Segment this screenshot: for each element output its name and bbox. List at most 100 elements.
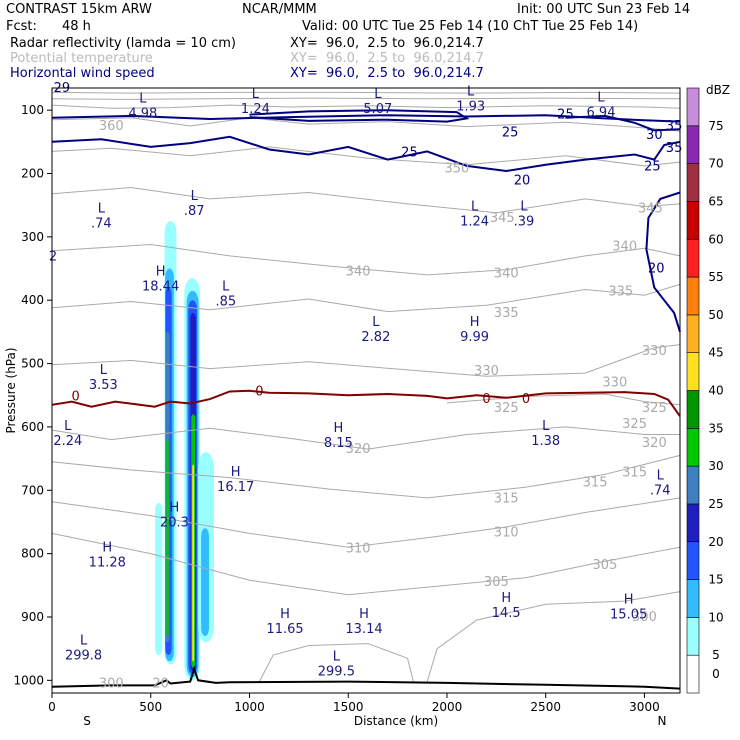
- extremum-marker: L.39: [514, 200, 535, 230]
- extremum-marker: L2.24: [53, 419, 82, 449]
- extremum-kind: L: [542, 419, 550, 434]
- theta-label: 310: [494, 526, 519, 541]
- extremum-marker: H20.3: [160, 501, 189, 531]
- wind-label: 20: [514, 173, 531, 188]
- theta-contour: [51, 426, 680, 450]
- extremum-kind: H: [170, 501, 180, 516]
- wind-label: 20: [648, 262, 665, 277]
- y-tick-label: 800: [21, 547, 44, 561]
- colorbar-tick-label: 40: [708, 384, 723, 398]
- extremum-value: 14.5: [492, 606, 521, 621]
- theta-label: 320: [642, 436, 667, 451]
- extremum-value: 299.5: [318, 664, 355, 679]
- y-tick-label: 600: [21, 420, 44, 434]
- theta-contour: [51, 104, 681, 109]
- extremum-kind: L: [657, 468, 665, 483]
- colorbar-swatch: [686, 352, 700, 391]
- extremum-value: 11.65: [266, 622, 303, 637]
- ground-line: [51, 665, 681, 690]
- extremum-marker: H9.99: [460, 315, 489, 345]
- extremum-marker: H14.5: [492, 591, 521, 621]
- extremum-marker: H16.17: [217, 465, 254, 495]
- y-tick-label: 400: [21, 293, 44, 307]
- extremum-kind: L: [372, 315, 380, 330]
- field1-xy: XY= 96.0, 2.5 to 96.0,214.7: [290, 36, 484, 51]
- extremum-marker: H13.14: [345, 607, 382, 637]
- colorbar-swatch: [686, 428, 700, 467]
- colorbar-tick-label: 15: [708, 573, 723, 587]
- theta-contour: [51, 454, 681, 499]
- theta-label: 315: [494, 492, 519, 507]
- extremum-value: 6.94: [587, 106, 616, 121]
- extremum-marker: L1.24: [460, 200, 489, 230]
- extremum-value: 13.14: [345, 622, 382, 637]
- extremum-kind: L: [222, 280, 230, 295]
- extremum-value: 299.8: [65, 649, 102, 664]
- extremum-kind: L: [333, 649, 341, 664]
- extremum-value: 1.93: [456, 99, 485, 114]
- y-tick-label: 700: [21, 483, 44, 497]
- theta-label: 330: [602, 376, 627, 391]
- extremum-kind: H: [280, 607, 290, 622]
- reflectivity-cell: [166, 439, 169, 636]
- colorbar-swatch: [686, 503, 700, 543]
- wind-label: 25: [557, 108, 574, 123]
- extremum-marker: L1.24: [241, 87, 270, 117]
- y-tick-label: 500: [21, 357, 44, 371]
- colorbar-tick-label: 50: [708, 308, 723, 322]
- extremum-value: 1.24: [460, 215, 489, 230]
- colorbar-swatch: [686, 238, 700, 278]
- theta-contour: [258, 643, 414, 682]
- freezing-line-layer: [51, 389, 681, 417]
- x-end-label: N: [658, 714, 667, 728]
- extremum-kind: L: [191, 189, 199, 204]
- extremum-value: 9.99: [460, 330, 489, 345]
- wind-contour: [565, 114, 681, 132]
- y-tick-label: 300: [21, 230, 44, 244]
- colorbar-swatch: [686, 201, 700, 240]
- theta-contour: [51, 532, 681, 596]
- theta-contour: [51, 283, 681, 313]
- colorbar-tick-label: 20: [708, 535, 723, 549]
- wind-contour: [51, 114, 681, 123]
- wind-contours: [51, 109, 681, 333]
- reflectivity-cell: [192, 464, 195, 662]
- extremum-marker: H18.44: [142, 264, 179, 294]
- theta-label: 325: [622, 417, 647, 432]
- extremum-kind: H: [359, 607, 369, 622]
- theta-label: 345: [638, 201, 663, 216]
- colorbar-tick-label: 55: [708, 270, 723, 284]
- colorbar-tick-label: 35: [708, 421, 723, 435]
- colorbar-unit: dBZ: [706, 83, 730, 97]
- x-tick-label: 0: [48, 700, 56, 714]
- theta-label: 325: [642, 401, 667, 416]
- theta-contour: [51, 146, 681, 167]
- colorbar-tick-label: 30: [708, 459, 723, 473]
- reflectivity-layer: [155, 221, 214, 681]
- extremum-value: 2.82: [361, 330, 390, 345]
- colorbar-tick-label: 10: [708, 610, 723, 624]
- freezing-label: 0: [72, 390, 80, 405]
- theta-label: 330: [642, 344, 667, 359]
- extremum-value: .85: [215, 295, 236, 310]
- extremum-marker: H11.28: [89, 541, 126, 571]
- colorbar-tick-label: 0: [712, 667, 720, 681]
- extremum-kind: L: [471, 200, 479, 215]
- theta-label: 335: [608, 284, 633, 299]
- ground-layer: [51, 665, 681, 690]
- extremum-kind: L: [64, 419, 72, 434]
- extremum-marker: L1.93: [456, 84, 485, 114]
- extremum-kind: H: [231, 465, 241, 480]
- extremum-marker: L.87: [184, 189, 205, 219]
- theta-label: 340: [346, 265, 371, 280]
- extremum-kind: H: [156, 264, 166, 279]
- extremum-value: 3.53: [89, 378, 118, 393]
- theta-label: 345: [490, 211, 515, 226]
- theta-label: 350: [444, 161, 469, 176]
- colorbar-swatch: [686, 390, 700, 429]
- extremum-marker: L.74: [91, 202, 112, 232]
- extremum-value: 11.28: [89, 556, 126, 571]
- wind-contour: [249, 109, 470, 123]
- field2-name: Potential temperature: [10, 51, 153, 66]
